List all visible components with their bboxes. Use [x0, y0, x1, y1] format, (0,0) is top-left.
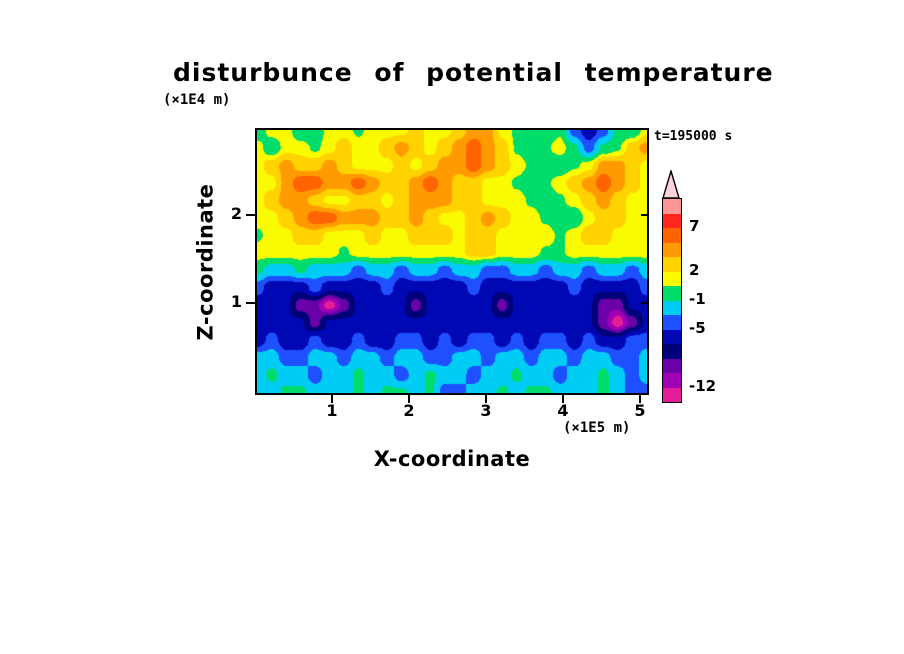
colorbar-tick-label: 7 — [689, 217, 700, 235]
time-stamp-label: t=195000 s — [654, 129, 733, 144]
colorbar-segment — [663, 387, 681, 402]
colorbar-segment — [663, 300, 681, 315]
colorbar-segment — [663, 286, 681, 301]
x-tick-mark — [408, 395, 410, 403]
colorbar-segment — [663, 373, 681, 388]
y-axis-unit-label: (×1E4 m) — [163, 92, 231, 108]
x-tick-label: 2 — [403, 401, 415, 420]
colorbar-segment — [663, 315, 681, 330]
z-axis-label: Z-coordinate — [186, 128, 224, 395]
x-tick-label: 4 — [557, 401, 569, 420]
y-tick-mark-right — [641, 302, 649, 304]
x-tick-mark — [562, 395, 564, 403]
x-tick-mark — [485, 395, 487, 403]
z-axis-label-text: Z-coordinate — [193, 183, 217, 340]
colorbar-segment — [663, 242, 681, 257]
colorbar-tick-label: -1 — [689, 289, 706, 308]
x-tick-mark — [639, 395, 641, 403]
x-axis-label: X-coordinate — [373, 447, 531, 471]
colorbar-segment — [663, 271, 681, 286]
x-tick-label: 3 — [480, 401, 492, 420]
chart-title: disturbunce of potential temperature — [173, 58, 774, 87]
plot-area — [255, 128, 649, 395]
colorbar-segment — [663, 358, 681, 373]
y-tick-mark — [246, 302, 255, 304]
x-tick-mark — [331, 395, 333, 403]
colorbar-segment — [663, 228, 681, 243]
heatmap-canvas — [257, 130, 647, 393]
y-tick-label: 2 — [230, 204, 242, 223]
colorbar-tick-label: -12 — [689, 376, 717, 395]
colorbar-segment — [663, 344, 681, 359]
x-tick-label: 1 — [326, 401, 338, 420]
colorbar-tick-label: 2 — [689, 260, 700, 279]
colorbar-segment — [663, 199, 681, 214]
colorbar-tick-label: -5 — [689, 318, 706, 337]
x-tick-label: 5 — [634, 401, 646, 420]
colorbar-segment — [663, 257, 681, 272]
y-tick-mark-right — [641, 214, 649, 216]
y-tick-label: 1 — [230, 292, 242, 311]
colorbar-arrow-icon — [662, 170, 680, 199]
colorbar-segment — [663, 213, 681, 228]
x-axis-unit-label: (×1E5 m) — [563, 420, 631, 436]
colorbar — [662, 198, 682, 403]
y-tick-mark — [246, 214, 255, 216]
colorbar-segment — [663, 329, 681, 344]
